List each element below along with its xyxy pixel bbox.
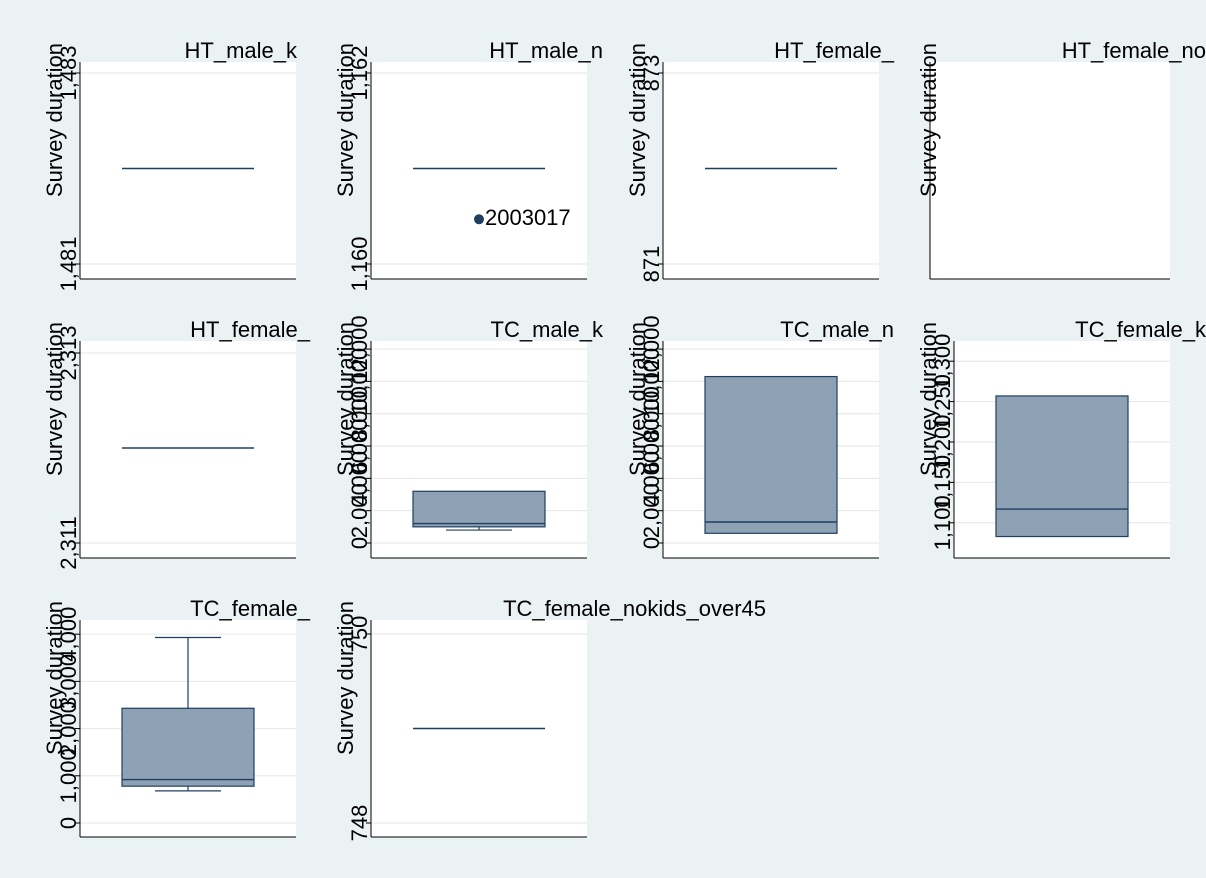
- panel-title: HT_female_no: [1062, 38, 1206, 63]
- box: [121, 707, 255, 787]
- y-tick-label: 1,200: [930, 414, 955, 469]
- box: [412, 490, 546, 528]
- box: [704, 375, 838, 534]
- y-axis-title: Survey duration: [42, 322, 67, 476]
- y-tick-label: 2,000: [639, 483, 664, 538]
- chart-panel: 02,0004,0006,0008,00010,00012,000Survey …: [625, 315, 894, 559]
- y-tick-label: 6,000: [347, 419, 372, 474]
- panel-title: HT_male_k: [185, 38, 298, 63]
- plot-area: [80, 341, 296, 558]
- y-axis-title: Survey duration: [333, 322, 358, 476]
- y-tick-label: 2,313: [56, 325, 81, 380]
- plot-area: [930, 62, 1170, 279]
- y-axis-title: Survey duration: [42, 43, 67, 197]
- y-tick-label: 10,000: [347, 348, 372, 415]
- y-tick-label: 1,250: [930, 374, 955, 429]
- plot-area: [371, 62, 587, 279]
- y-tick-label: 2,000: [56, 701, 81, 756]
- y-axis-title: Survey duration: [625, 322, 650, 476]
- panel-title: TC_male_k: [491, 317, 604, 342]
- chart-panel: Survey duration HT_female_no: [916, 38, 1206, 280]
- y-tick-label: 0: [56, 817, 81, 829]
- y-tick-label: 1,100: [930, 495, 955, 550]
- chart-panel: 02,0004,0006,0008,00010,00012,000Survey …: [333, 205, 604, 559]
- panel-title: HT_male_n: [489, 38, 603, 63]
- y-tick-label: 1,000: [56, 748, 81, 803]
- y-tick-label: 12,000: [347, 315, 372, 382]
- y-tick-label: 10,000: [639, 348, 664, 415]
- y-axis-title: Survey duration: [333, 601, 358, 755]
- panel-title: HT_female_: [774, 38, 895, 63]
- y-tick-label: 1,162: [347, 45, 372, 100]
- y-tick-label: 750: [347, 616, 372, 653]
- y-axis-title: Survey duration: [916, 43, 941, 197]
- outlier-label: 2003017: [485, 205, 571, 230]
- y-axis-title: Survey duration: [42, 601, 67, 755]
- y-tick-label: 2,000: [347, 483, 372, 538]
- y-tick-label: 8,000: [639, 386, 664, 441]
- y-axis-title: Survey duration: [333, 43, 358, 197]
- y-tick-label: 4,000: [639, 451, 664, 506]
- y-tick-label: 4,000: [347, 451, 372, 506]
- outlier-point: [474, 214, 484, 225]
- y-tick-label: 0: [347, 537, 372, 549]
- y-tick-label: 12,000: [639, 315, 664, 382]
- y-tick-label: 1,481: [56, 236, 81, 291]
- plot-area: [663, 62, 879, 279]
- y-tick-label: 873: [639, 55, 664, 92]
- y-tick-label: 0: [639, 537, 664, 549]
- panel-title: HT_female_: [190, 317, 311, 342]
- y-axis-title: Survey duration: [625, 43, 650, 197]
- panel-title: TC_male_n: [780, 317, 894, 342]
- y-tick-label: 6,000: [639, 419, 664, 474]
- y-tick-label: 748: [347, 805, 372, 842]
- panel-title: TC_female_: [190, 596, 311, 621]
- panel-title: TC_female_nokids_over45: [503, 596, 766, 621]
- panel-title: TC_female_k: [1075, 317, 1206, 342]
- y-tick-label: 1,150: [930, 455, 955, 510]
- y-tick-label: 3,000: [56, 654, 81, 709]
- y-tick-label: 2,311: [56, 516, 81, 569]
- y-axis-title: Survey duration: [916, 322, 941, 476]
- y-tick-label: 871: [639, 246, 664, 283]
- y-tick-label: 1,160: [347, 236, 372, 291]
- box: [995, 395, 1129, 538]
- y-tick-label: 8,000: [347, 386, 372, 441]
- y-tick-label: 1,300: [930, 334, 955, 389]
- y-tick-label: 4,000: [56, 607, 81, 662]
- y-tick-label: 1,483: [56, 45, 81, 100]
- plot-area: [80, 62, 296, 279]
